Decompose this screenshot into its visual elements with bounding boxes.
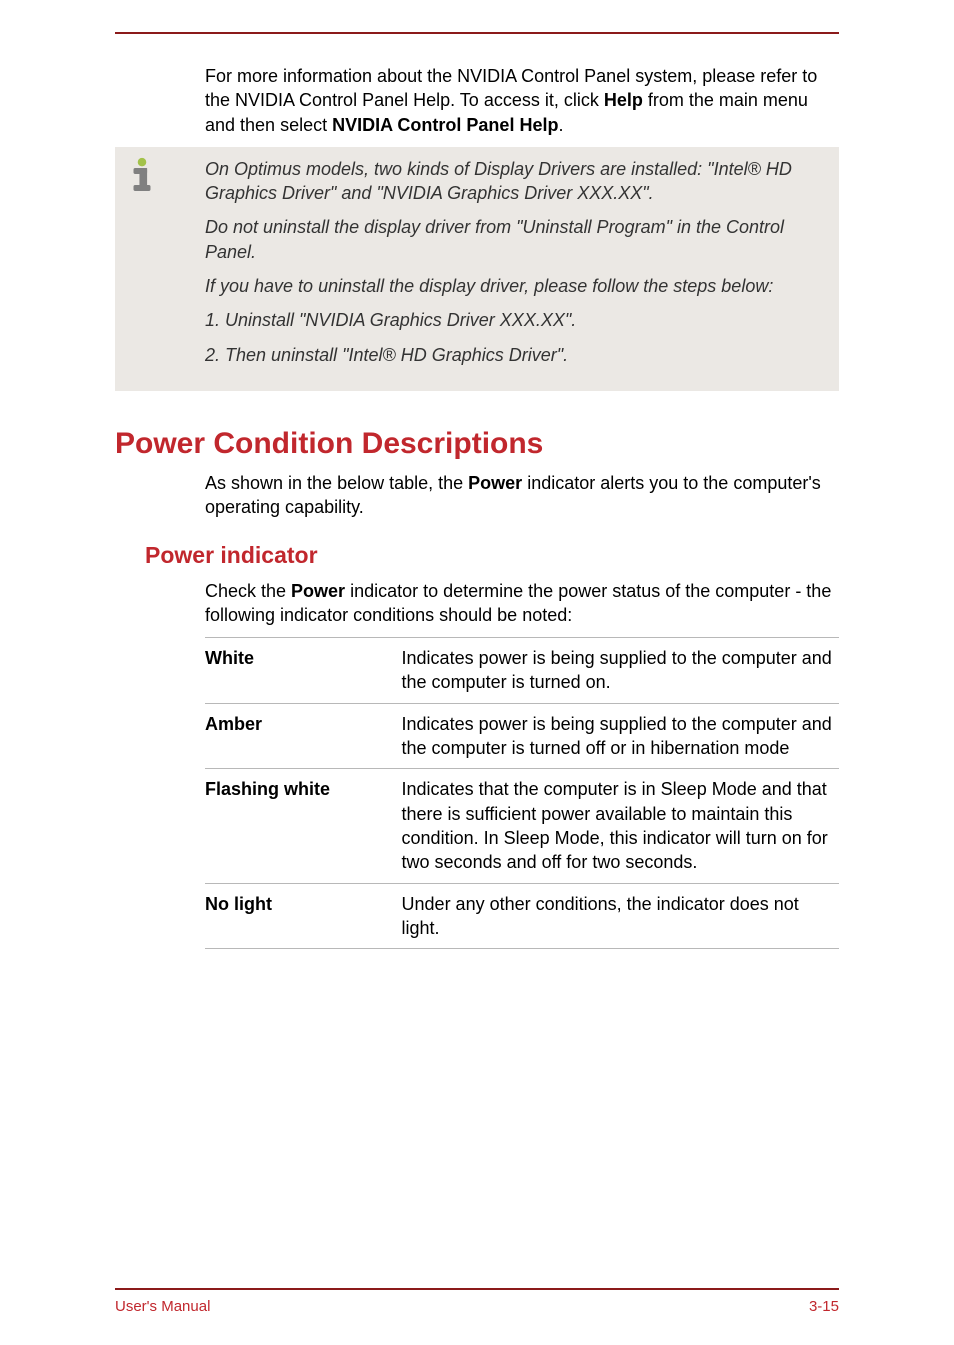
table-row: Flashing white Indicates that the comput… (205, 769, 839, 883)
intro-post: . (558, 115, 563, 135)
row-desc: Indicates power is being supplied to the… (402, 638, 839, 704)
intro-bold-help: Help (604, 90, 643, 110)
info-callout: On Optimus models, two kinds of Display … (115, 147, 839, 391)
table-row: No light Under any other conditions, the… (205, 883, 839, 949)
info-p3: If you have to uninstall the display dri… (205, 274, 825, 298)
power-indicator-table: White Indicates power is being supplied … (205, 637, 839, 949)
info-p4: 1. Uninstall "NVIDIA Graphics Driver XXX… (205, 308, 825, 332)
row-desc: Indicates power is being supplied to the… (402, 703, 839, 769)
table-row: White Indicates power is being supplied … (205, 638, 839, 704)
sub-bold: Power (291, 581, 345, 601)
row-label: No light (205, 883, 402, 949)
row-desc: Indicates that the computer is in Sleep … (402, 769, 839, 883)
intro-paragraph: For more information about the NVIDIA Co… (205, 64, 839, 137)
top-rule (115, 32, 839, 34)
info-p1: On Optimus models, two kinds of Display … (205, 157, 825, 206)
row-desc: Under any other conditions, the indicato… (402, 883, 839, 949)
page-footer: User's Manual 3-15 (115, 1288, 839, 1315)
row-label: White (205, 638, 402, 704)
row-label: Flashing white (205, 769, 402, 883)
info-p5: 2. Then uninstall "Intel® HD Graphics Dr… (205, 343, 825, 367)
page-content: For more information about the NVIDIA Co… (115, 64, 839, 949)
subsection-heading: Power indicator (145, 542, 839, 569)
info-p2: Do not uninstall the display driver from… (205, 215, 825, 264)
row-label: Amber (205, 703, 402, 769)
intro-bold-nvidia: NVIDIA Control Panel Help (332, 115, 558, 135)
table-row: Amber Indicates power is being supplied … (205, 703, 839, 769)
section-intro-pre: As shown in the below table, the (205, 473, 468, 493)
footer-title: User's Manual (115, 1298, 210, 1315)
section-intro: As shown in the below table, the Power i… (205, 471, 839, 520)
footer-rule (115, 1288, 839, 1290)
sub-pre: Check the (205, 581, 291, 601)
info-icon (125, 157, 159, 191)
subsection-intro: Check the Power indicator to determine t… (205, 579, 839, 628)
section-intro-bold: Power (468, 473, 522, 493)
info-text: On Optimus models, two kinds of Display … (205, 157, 825, 367)
section-heading: Power Condition Descriptions (115, 427, 839, 461)
footer-page-number: 3-15 (809, 1298, 839, 1315)
